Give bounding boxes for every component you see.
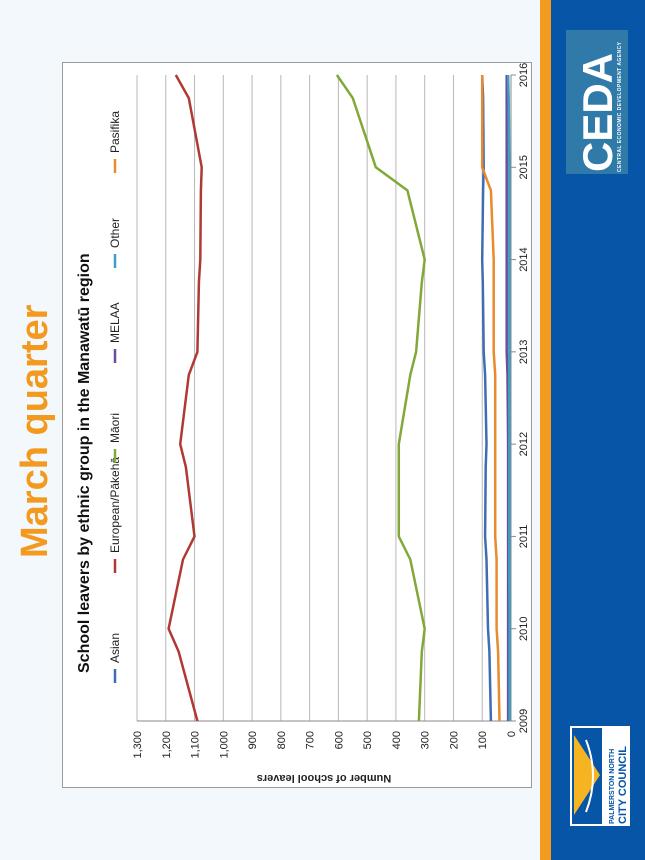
series-line-m-ori — [335, 74, 426, 722]
pncc-emblem-river — [585, 739, 594, 813]
pncc-logo-line1: PALMERSTON NORTH — [609, 749, 616, 824]
y-tick-label: 400 — [391, 731, 403, 749]
orange-stripe — [540, 0, 551, 860]
y-tick-label: 700 — [305, 731, 317, 749]
legend-label: Pasifika — [108, 111, 122, 153]
ceda-logo-background — [566, 30, 628, 174]
series-line-other — [506, 74, 511, 721]
y-tick-label: 1,000 — [218, 731, 230, 759]
pncc-logo: PALMERSTON NORTH CITY COUNCIL — [570, 726, 630, 826]
y-tick-label: 300 — [420, 731, 432, 749]
series-line-european-p-keh- — [167, 74, 203, 722]
legend-label: European/Pākehā — [108, 457, 122, 553]
series-line-melaa — [505, 75, 510, 721]
y-tick-label: 800 — [276, 731, 288, 749]
y-tick-label: 600 — [333, 731, 345, 749]
x-tick-label: 2015 — [518, 155, 530, 179]
legend: Asian European/Pākehā Māori MELAA Other Pasif… — [108, 111, 122, 683]
x-tick-label: 2011 — [518, 525, 530, 549]
legend-label: MELAA — [108, 302, 122, 343]
ceda-logo-mark: CEDA — [574, 53, 621, 172]
chart-panel: 0 100 200 300 400 500 600 700 800 900 1,000 1,100 1,… — [62, 62, 532, 788]
pncc-emblem-shape — [574, 735, 600, 815]
legend-label: Asian — [108, 633, 122, 663]
x-tick-label: 2009 — [518, 709, 530, 733]
y-tick-label: 900 — [247, 731, 259, 749]
gridlines — [136, 75, 483, 721]
x-tick-label: 2014 — [518, 247, 530, 271]
legend-label: Māori — [108, 413, 122, 443]
axes: 0 100 200 300 400 500 600 700 800 900 1,000 1,100 1,… — [132, 63, 530, 759]
pncc-logo-line2: CITY COUNCIL — [617, 746, 629, 824]
y-tick-label: 500 — [362, 731, 374, 749]
y-tick-label: 1,100 — [190, 731, 202, 759]
series-line-asian — [480, 74, 493, 722]
y-tick-label: 0 — [506, 731, 518, 737]
legend-label: Other — [108, 218, 122, 248]
y-tick-label: 200 — [448, 731, 460, 749]
y-axis-title: Number of school leavers — [257, 772, 392, 784]
y-tick-label: 1,300 — [132, 731, 144, 759]
ceda-logo: CEDA CENTRAL ECONOMIC DEVELOPMENT AGENCY — [566, 30, 628, 174]
slide-heading: March quarter — [14, 304, 56, 558]
ceda-logo-subtitle: CENTRAL ECONOMIC DEVELOPMENT AGENCY — [617, 41, 623, 172]
line-chart: 0 100 200 300 400 500 600 700 800 900 1,000 1,100 1,… — [76, 63, 530, 784]
series-lines — [167, 74, 511, 722]
y-tick-label: 100 — [477, 731, 489, 749]
y-tick-label: 1,200 — [161, 731, 173, 759]
x-tick-label: 2010 — [518, 616, 530, 640]
x-tick-label: 2013 — [518, 340, 530, 364]
x-tick-label: 2012 — [518, 432, 530, 456]
chart-title: School leavers by ethnic group in the Ma… — [76, 253, 93, 673]
series-line-pasifika — [480, 75, 501, 722]
x-tick-label: 2016 — [518, 63, 530, 87]
